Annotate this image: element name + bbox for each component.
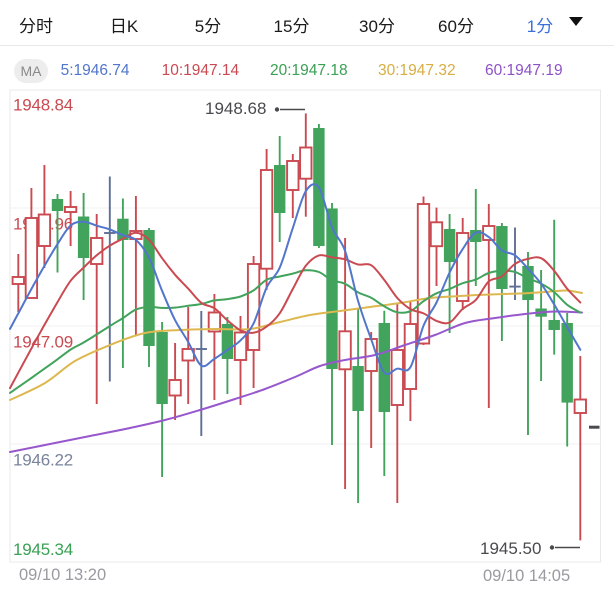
svg-text:1947.09: 1947.09 <box>13 333 73 352</box>
svg-text:1948.84: 1948.84 <box>13 96 73 115</box>
svg-text:1946.22: 1946.22 <box>13 451 73 470</box>
svg-text:1945.34: 1945.34 <box>13 540 73 559</box>
